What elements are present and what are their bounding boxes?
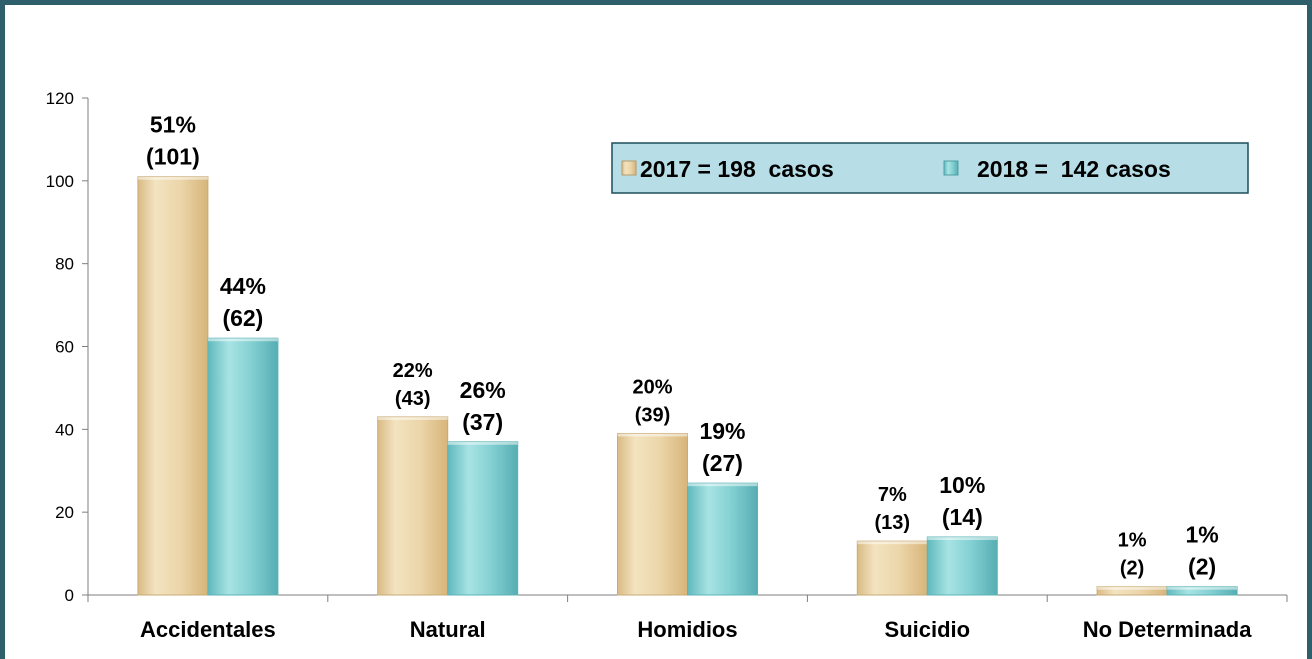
x-category-label: No Determinada	[1083, 617, 1252, 642]
data-label: 7%	[878, 484, 907, 506]
data-label: 26%	[460, 377, 506, 403]
y-tick-label: 40	[55, 420, 74, 439]
data-label: (14)	[942, 504, 983, 530]
bar-highlight	[857, 541, 928, 545]
data-label: 10%	[939, 472, 985, 498]
data-label: (37)	[462, 409, 503, 435]
legend-label-2018: 2018 = 142 casos	[977, 156, 1171, 182]
legend-swatch-2018	[943, 160, 959, 176]
bar-highlight	[1097, 586, 1168, 590]
data-label: 44%	[220, 273, 266, 299]
data-label: 20%	[632, 376, 672, 398]
x-category-label: Suicidio	[885, 617, 971, 642]
x-category-label: Natural	[410, 617, 486, 642]
y-tick-label: 120	[46, 89, 74, 108]
data-label: (101)	[146, 144, 200, 170]
bar-highlight	[617, 433, 688, 437]
y-tick-label: 60	[55, 338, 74, 357]
data-label: (62)	[222, 305, 263, 331]
data-label: 19%	[699, 418, 745, 444]
bar-highlight	[687, 483, 758, 487]
y-tick-label: 100	[46, 172, 74, 191]
data-label: 51%	[150, 112, 196, 138]
data-label: (13)	[875, 512, 911, 534]
bar-highlight	[447, 441, 518, 445]
x-category-label: Homidios	[637, 617, 737, 642]
data-label: (27)	[702, 450, 743, 476]
bar-2017-natural	[377, 416, 449, 596]
legend-label-2017: 2017 = 198 casos	[640, 156, 834, 182]
data-label: (39)	[635, 404, 671, 426]
bar-2018-suicidio	[926, 536, 998, 596]
data-label: 1%	[1185, 522, 1218, 548]
bar-highlight	[927, 537, 998, 541]
bar-highlight	[377, 416, 448, 420]
x-category-label: Accidentales	[140, 617, 276, 642]
data-label: 22%	[393, 360, 433, 382]
legend-box	[611, 142, 1249, 194]
bar-highlight	[207, 338, 278, 342]
y-tick-label: 20	[55, 503, 74, 522]
data-label: (2)	[1188, 554, 1216, 580]
bar-2018-accidentales	[207, 337, 279, 596]
bar-highlight	[137, 176, 208, 180]
data-label: 1%	[1118, 530, 1147, 552]
y-tick-label: 80	[55, 255, 74, 274]
legend-swatch-2017	[621, 160, 637, 176]
bar-highlight	[1167, 586, 1238, 590]
legend: 2017 = 198 casos 2018 = 142 casos	[611, 142, 1249, 194]
bar-2017-accidentales	[137, 176, 209, 596]
bar-2018-natural	[447, 441, 519, 596]
bar-2018-homidios	[687, 482, 758, 596]
data-label: (2)	[1120, 558, 1144, 580]
data-label: (43)	[395, 388, 431, 410]
bar-2017-homidios	[617, 432, 688, 596]
y-tick-label: 0	[65, 586, 74, 605]
bar-2017-suicidio	[856, 540, 928, 596]
